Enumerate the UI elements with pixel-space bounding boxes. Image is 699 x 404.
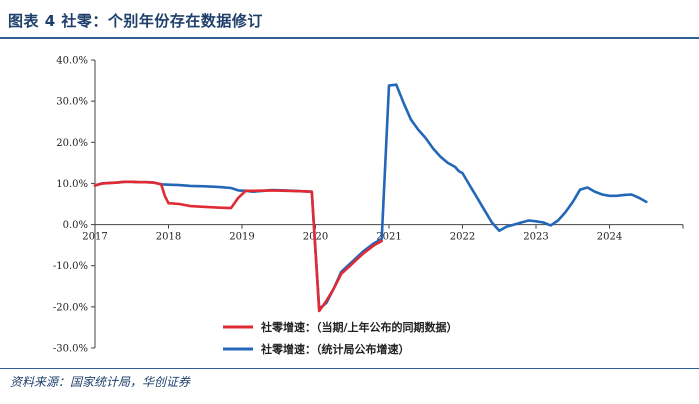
series-layer [93,83,648,313]
source-rule [0,368,699,369]
y-tick-label: 40.0% [56,56,88,67]
series-line-previous-year-data [93,180,383,313]
x-tick-label: 2023 [523,232,548,243]
y-tick-label: -30.0% [53,344,88,355]
legend: 社零增速：（当期/上年公布的同期数据） 社零增速：（统计局公布增速） [223,320,458,356]
title-bar: 图表 4 社零：个别年份存在数据修订 [0,0,699,40]
x-tick-label: 2024 [597,232,622,243]
figure-title: 图表 4 社零：个别年份存在数据修订 [8,12,263,30]
x-tick-label: 2022 [450,232,475,243]
legend-label: 社零增速：（当期/上年公布的同期数据） [260,320,458,334]
y-tick-label: 0.0% [63,220,88,231]
y-tick-label: 30.0% [56,97,88,108]
legend-label: 社零增速：（统计局公布增速） [260,342,410,356]
x-tick-label: 2021 [376,232,401,243]
y-tick-label: -20.0% [53,302,88,313]
x-tick-label: 2018 [156,232,181,243]
line-chart: 40.0% 30.0% 20.0% 10.0% 0.0% -10.0% -20.0% -30.… [53,56,684,356]
title-rule [0,37,699,39]
y-tick-label: 10.0% [56,179,88,190]
series-line-nbs-published [93,83,648,311]
y-tick-label: -10.0% [53,261,88,272]
x-tick-label: 2019 [229,232,254,243]
source-note: 资料来源：国家统计局，华创证券 [10,375,191,389]
axes-layer: 40.0% 30.0% 20.0% 10.0% 0.0% -10.0% -20.0% -30.… [53,56,684,355]
x-tick-label: 2017 [82,232,107,243]
y-tick-label: 20.0% [56,138,88,149]
